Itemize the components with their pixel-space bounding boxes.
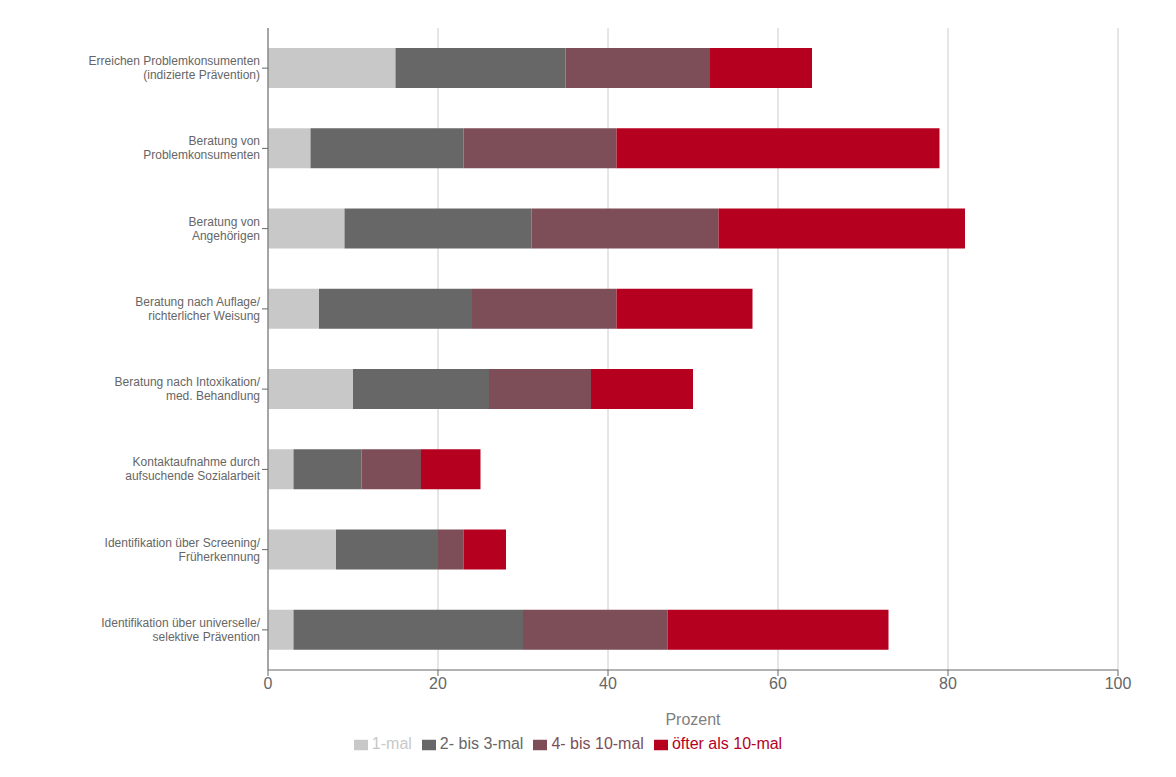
svg-text:Kontaktaufnahme durchaufsuchen: Kontaktaufnahme durchaufsuchende Soziala… [125,455,260,483]
html-text:4- bis 10-mal: 4- bis 10-mal [551,735,644,752]
html-text:öfter als 10-mal: öfter als 10-mal [671,735,783,752]
svg-text:Beratung vonProblemkonsumenten: Beratung vonProblemkonsumenten [143,134,260,162]
html-text:2- bis 3-mal: 2- bis 3-mal [439,735,524,752]
svg-text:0: 0 [264,675,273,692]
svg-text:100: 100 [1105,675,1132,692]
svg-text:Beratung vonAngehörigen: Beratung vonAngehörigen [189,215,260,243]
svg-text:60: 60 [769,675,787,692]
html-text:1-mal: 1-mal [371,735,412,752]
svg-text:Erreichen Problemkonsumenten(i: Erreichen Problemkonsumenten(indizierte … [89,54,260,82]
svg-text:Prozent: Prozent [665,711,721,728]
svg-text:80: 80 [939,675,957,692]
svg-text:Beratung nach Auflage/richterl: Beratung nach Auflage/richterlicher Weis… [135,295,260,323]
svg-text:20: 20 [429,675,447,692]
svg-text:Identifikation über Screening/: Identifikation über Screening/Früherkenn… [105,536,261,564]
svg-text:Identifikation über universell: Identifikation über universelle/selektiv… [101,616,260,644]
svg-text:40: 40 [599,675,617,692]
svg-text:Beratung nach Intoxikation/med: Beratung nach Intoxikation/med. Behandlu… [115,375,261,403]
